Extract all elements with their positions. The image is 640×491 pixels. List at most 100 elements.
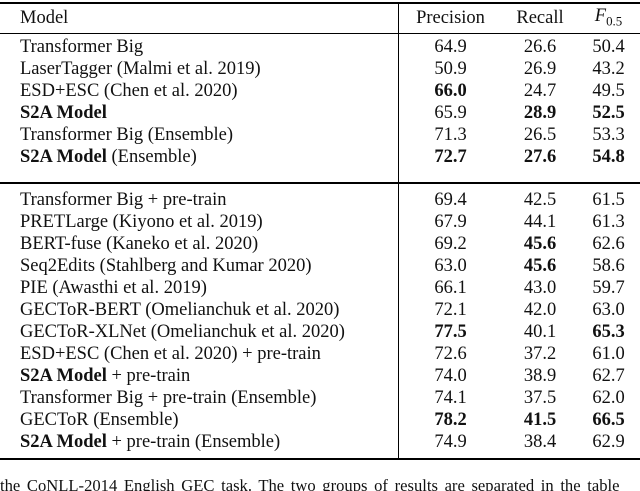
f05-cell: 54.8 [592, 146, 625, 167]
f05-cell: 65.3 [592, 322, 625, 342]
f05-cell: 53.3 [592, 124, 625, 145]
precision-cell: 72.1 [434, 300, 467, 320]
precision-cell: 67.9 [434, 212, 467, 232]
model-cell: Transformer Big [0, 36, 398, 58]
model-name: Transformer Big [20, 36, 144, 57]
recall-cell: 45.6 [523, 234, 557, 254]
precision-cell: 63.0 [434, 256, 467, 276]
table-row: LaserTagger (Malmi et al. 2019) 50.9 26.9 4… [0, 58, 640, 80]
model-name: PIE (Awasthi et al. 2019) [20, 278, 207, 298]
model-cell: ESD+ESC (Chen et al. 2020) [0, 80, 398, 102]
table-row: S2A Model 65.9 28.9 52.5 [0, 102, 640, 124]
recall-cell: 26.9 [523, 58, 557, 79]
table-row: S2A Model + pre-train 74.0 38.9 62.7 [0, 365, 640, 387]
table-row: ESD+ESC (Chen et al. 2020) + pre-train 72… [0, 343, 640, 365]
table-row: GECToR-XLNet (Omelianchuk et al. 2020) 77… [0, 321, 640, 343]
model-cell: GECToR-XLNet (Omelianchuk et al. 2020) [0, 321, 398, 343]
recall-cell: 41.5 [523, 410, 557, 430]
model-name: GECToR-BERT (Omelianchuk et al. 2020) [20, 300, 340, 320]
precision-cell: 74.9 [434, 432, 467, 452]
model-cell: S2A Model + pre-train [0, 365, 398, 387]
model-name: Transformer Big + pre-train (Ensemble) [20, 388, 317, 408]
header-f05: F0.5 [577, 6, 640, 30]
header-model-label: Model [20, 7, 69, 28]
header-precision: Precision [416, 7, 485, 28]
f05-cell: 62.7 [592, 366, 625, 386]
model-cell: LaserTagger (Malmi et al. 2019) [0, 58, 398, 80]
table-vertical-rule [398, 4, 400, 458]
precision-cell: 69.2 [434, 234, 467, 254]
model-name: Seq2Edits (Stahlberg and Kumar 2020) [20, 256, 312, 276]
f05-cell: 50.4 [592, 36, 625, 57]
model-cell: GECToR-BERT (Omelianchuk et al. 2020) [0, 299, 398, 321]
precision-cell: 78.2 [434, 410, 467, 430]
table-row: PIE (Awasthi et al. 2019) 66.1 43.0 59.7 [0, 277, 640, 299]
recall-cell: 45.6 [523, 256, 557, 276]
recall-cell: 38.9 [523, 366, 557, 386]
recall-cell: 40.1 [523, 322, 557, 342]
model-name: + pre-train [106, 366, 191, 386]
f05-cell: 61.5 [592, 190, 625, 210]
precision-cell: 64.9 [434, 36, 467, 57]
table-row: Seq2Edits (Stahlberg and Kumar 2020) 63.0… [0, 255, 640, 277]
f05-cell: 43.2 [592, 58, 625, 79]
recall-cell: 42.5 [523, 190, 557, 210]
f05-cell: 59.7 [592, 278, 625, 298]
model-name: ESD+ESC (Chen et al. 2020) + pre-train [20, 344, 321, 364]
header-recall: Recall [516, 7, 564, 28]
f05-cell: 49.5 [592, 80, 625, 101]
f05-cell: 63.0 [592, 300, 625, 320]
recall-cell: 42.0 [523, 300, 557, 320]
table-row: PRETLarge (Kiyono et al. 2019) 67.9 44.1 61… [0, 211, 640, 233]
model-cell: ESD+ESC (Chen et al. 2020) + pre-train [0, 343, 398, 365]
recall-cell: 28.9 [523, 102, 557, 123]
header-bottom-rule [0, 32, 640, 35]
table-row: BERT-fuse (Kaneko et al. 2020) 69.2 45.6 62… [0, 233, 640, 255]
recall-cell: 43.0 [523, 278, 557, 298]
precision-cell: 71.3 [434, 124, 467, 145]
recall-cell: 26.5 [523, 124, 557, 145]
model-cell: Transformer Big + pre-train [0, 189, 398, 211]
table-row: ESD+ESC (Chen et al. 2020) 66.0 24.7 49.5 [0, 80, 640, 102]
table-row: Transformer Big + pre-train (Ensemble) 74… [0, 387, 640, 409]
table-row: Transformer Big 64.9 26.6 50.4 [0, 36, 640, 58]
table-top-rule [0, 2, 640, 5]
model-name: BERT-fuse (Kaneko et al. 2020) [20, 234, 259, 254]
model-cell: BERT-fuse (Kaneko et al. 2020) [0, 233, 398, 255]
model-name: ESD+ESC (Chen et al. 2020) [20, 80, 238, 101]
model-name-bold: S2A Model [20, 366, 107, 386]
f05-cell: 61.0 [592, 344, 625, 364]
precision-cell: 77.5 [434, 322, 467, 342]
table-row: GECToR-BERT (Omelianchuk et al. 2020) 72.… [0, 299, 640, 321]
table-row: S2A Model + pre-train (Ensemble) 74.9 38.4… [0, 431, 640, 453]
header-f05-subscript: 0.5 [606, 13, 623, 29]
model-cell: Transformer Big + pre-train (Ensemble) [0, 387, 398, 409]
table-header-row: Model Precision Recall F0.5 [0, 4, 640, 32]
table-section-pretrain: Transformer Big + pre-train 69.4 42.5 61.5 P… [0, 189, 640, 453]
table-row: S2A Model (Ensemble) 72.7 27.6 54.8 [0, 146, 640, 168]
f05-cell: 62.6 [592, 234, 625, 254]
model-name: Transformer Big + pre-train [20, 190, 227, 210]
model-name: (Ensemble) [106, 146, 197, 167]
recall-cell: 24.7 [523, 80, 557, 101]
table-row: Transformer Big + pre-train 69.4 42.5 61.5 [0, 189, 640, 211]
recall-cell: 37.5 [523, 388, 557, 408]
model-cell: GECToR (Ensemble) [0, 409, 398, 431]
precision-cell: 50.9 [434, 58, 467, 79]
model-cell: S2A Model [0, 102, 398, 124]
f05-cell: 62.9 [592, 432, 625, 452]
model-cell: Transformer Big (Ensemble) [0, 124, 398, 146]
precision-cell: 74.1 [434, 388, 467, 408]
table-row: GECToR (Ensemble) 78.2 41.5 66.5 [0, 409, 640, 431]
model-name-bold: S2A Model [20, 146, 107, 167]
model-name: PRETLarge (Kiyono et al. 2019) [20, 212, 263, 232]
table-row: Transformer Big (Ensemble) 71.3 26.5 53.3 [0, 124, 640, 146]
f05-cell: 52.5 [592, 102, 625, 123]
model-name: Transformer Big (Ensemble) [20, 124, 234, 145]
header-f05-symbol: F [594, 6, 607, 27]
recall-cell: 38.4 [523, 432, 557, 452]
model-cell: S2A Model (Ensemble) [0, 146, 398, 168]
model-cell: PIE (Awasthi et al. 2019) [0, 277, 398, 299]
table-bottom-rule [0, 458, 640, 461]
f05-cell: 66.5 [592, 410, 625, 430]
